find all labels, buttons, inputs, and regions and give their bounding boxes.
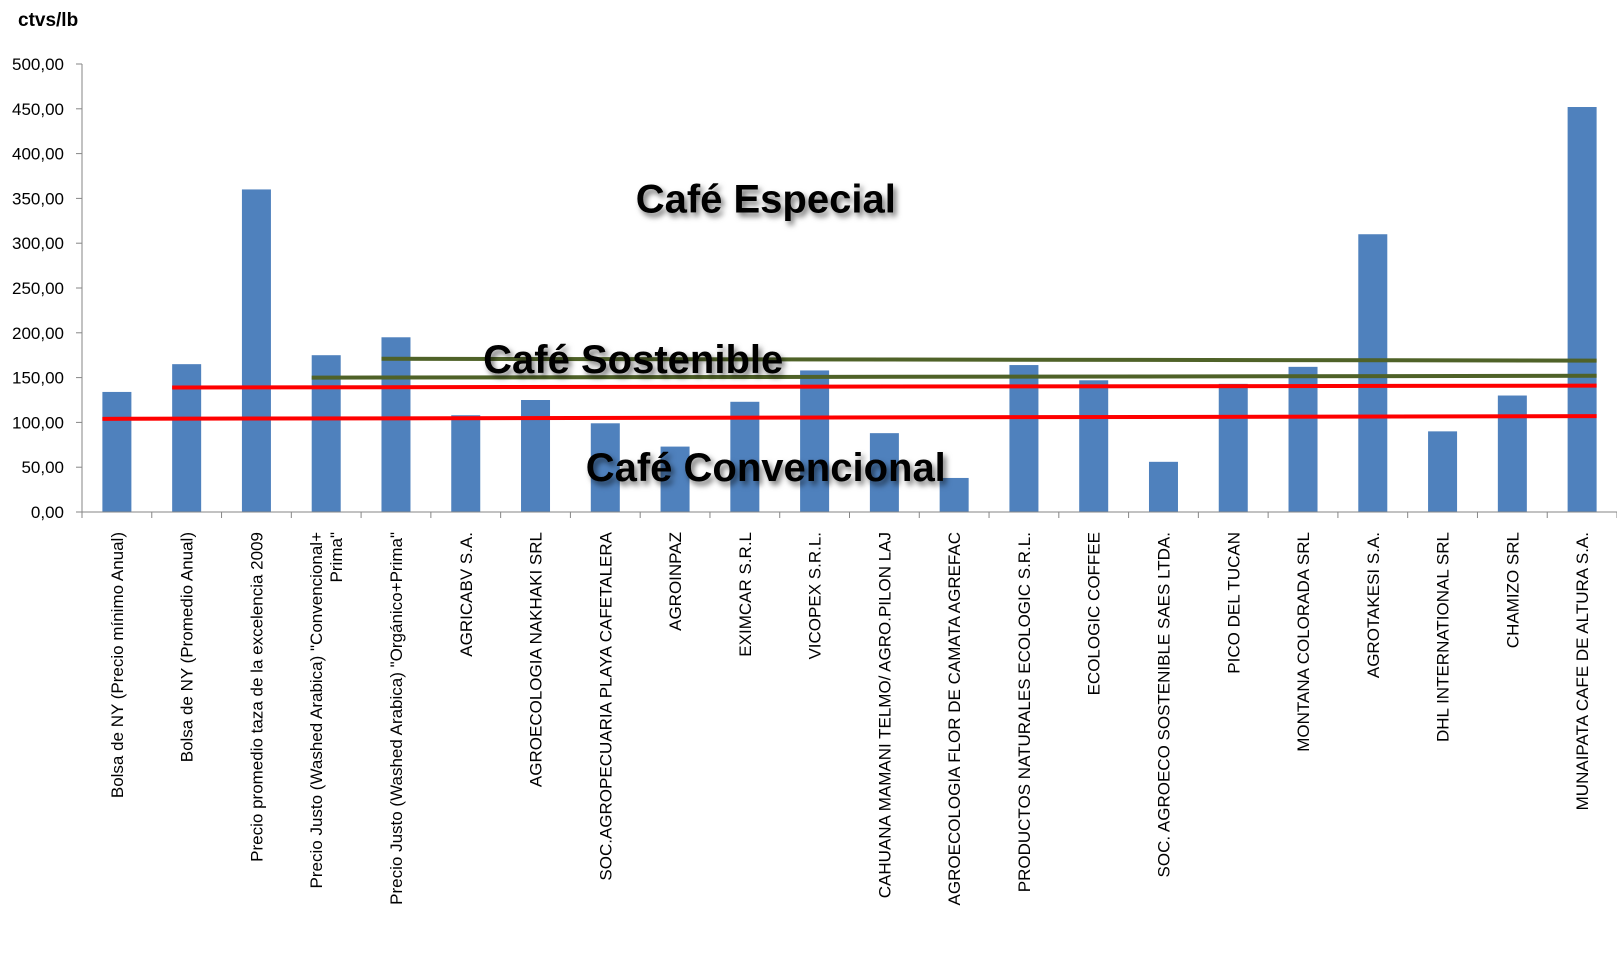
x-tick-label: Precio promedio taza de la excelencia 20… [247,532,266,862]
zone-label: Café Especial [636,177,896,221]
x-tick-label: Bolsa de NY (Promedio Anual) [178,532,197,762]
y-tick-label: 500,00 [12,55,64,74]
y-tick-label: 400,00 [12,145,64,164]
x-tick-label: Precio Justo (Washed Arabica) "Orgánico+… [387,532,406,905]
x-tick-label: AGRICABV S.A. [457,532,476,657]
x-axis: Bolsa de NY (Precio mínimo Anual) Bolsa d… [81,511,1617,905]
bar [1497,395,1527,512]
x-tick-label: AGROECOLOGIA FLOR DE CAMATA AGREFAC [945,532,964,905]
x-tick-label: AGROECOLOGIA NAKHAKI SRL [527,532,546,787]
y-tick-label: 250,00 [12,279,64,298]
bar [1358,234,1388,513]
bar [1567,107,1597,513]
bar [660,446,690,512]
bar [800,370,830,512]
bar [1218,383,1248,512]
x-tick-label: PICO DEL TUCAN [1224,532,1243,674]
x-tick-label: CAHUANA MAMANI TELMO/ AGRO.PILON LAJ [875,532,894,898]
bar [1428,431,1458,512]
reference-line [311,373,1597,380]
x-tick-label: MUNAIPATA CAFE DE ALTURA S.A. [1573,532,1592,810]
zone-label: Café Sostenible [483,338,783,382]
x-tick-label: Precio Justo (Washed Arabica) "Convencio… [307,532,346,889]
bar [381,337,411,512]
reference-lines [102,356,1597,421]
x-tick-label: SOC. AGROECO SOSTENIBLE SAES LTDA. [1154,532,1173,877]
y-tick-label: 350,00 [12,189,64,208]
y-tick-label: 150,00 [12,369,64,388]
zone-annotations: Café Especial Café Sostenible Café Convenc… [483,177,946,490]
x-tick-label: SOC.AGROPECUARIA PLAYA CAFETALERA [596,531,615,880]
x-tick-label: PRODUCTOS NATURALES ECOLOGIC S.R.L. [1015,532,1034,892]
bar-series [102,107,1597,513]
bar [869,433,899,512]
reference-line [102,414,1597,421]
x-tick-label: Bolsa de NY (Precio mínimo Anual) [108,532,127,798]
y-tick-label: 100,00 [12,413,64,432]
y-tick-label: 50,00 [21,458,64,477]
x-tick-label: AGROTAKESI S.A. [1364,532,1383,678]
x-tick-label: ECOLOGIC COFFEE [1085,532,1104,695]
y-tick-label: 300,00 [12,234,64,253]
y-tick-label: 200,00 [12,324,64,343]
bar [939,477,969,512]
y-tick-label: 450,00 [12,100,64,119]
bar [102,391,132,512]
bar [311,355,341,512]
x-tick-label: VICOPEX S.R.L. [806,532,825,660]
y-tick-label: 0,00 [31,503,64,522]
bar [241,189,271,512]
bar [590,423,620,512]
reference-line [172,383,1597,390]
bar [451,415,481,512]
reference-line [381,356,1597,363]
bar [1288,366,1318,512]
x-tick-label: EXIMCAR S.R.L [736,532,755,657]
y-axis-unit-label: ctvs/lb [18,10,78,31]
zone-label: Café Convencional [586,446,946,490]
x-tick-label: DHL INTERNATIONAL SRL [1434,532,1453,742]
bar [730,401,760,512]
x-tick-label: AGROINPAZ [666,532,685,631]
x-tick-label: MONTANA COLORADA SRL [1294,532,1313,752]
x-tick-label: CHAMIZO SRL [1503,532,1522,648]
bar [1148,461,1178,512]
bar [1079,380,1109,512]
y-axis: 0,00 50,00 100,00 150,00 200,00 250,00 300,00 3… [12,55,83,522]
bar [1009,365,1039,512]
